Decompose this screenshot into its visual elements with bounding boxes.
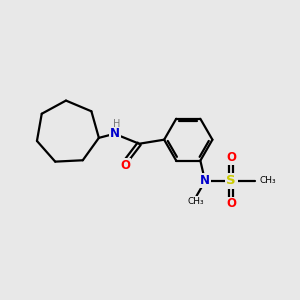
Text: O: O: [120, 159, 130, 172]
Text: CH₃: CH₃: [188, 197, 204, 206]
Text: H: H: [112, 119, 120, 129]
Text: S: S: [226, 174, 236, 187]
Text: CH₃: CH₃: [259, 176, 276, 185]
Text: N: N: [200, 174, 210, 187]
Text: O: O: [226, 151, 236, 164]
Text: N: N: [110, 127, 120, 140]
Text: O: O: [226, 197, 236, 210]
